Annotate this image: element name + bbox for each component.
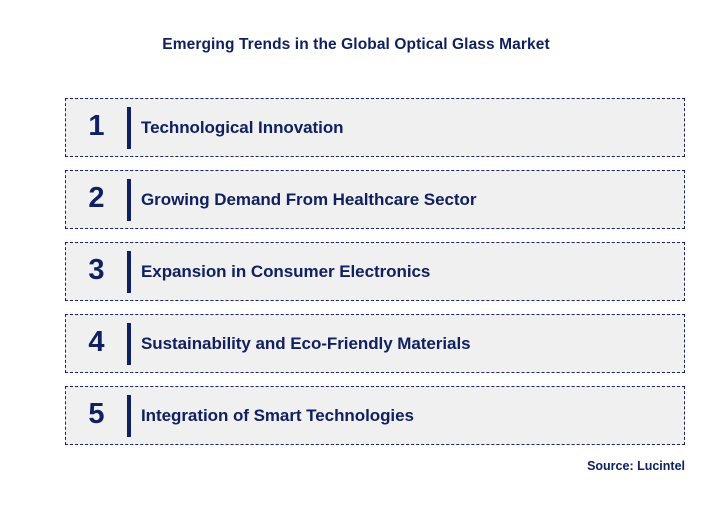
trend-label: Growing Demand From Healthcare Sector bbox=[141, 189, 477, 209]
trend-label: Sustainability and Eco-Friendly Material… bbox=[141, 333, 471, 353]
trend-row-4: 4 Sustainability and Eco-Friendly Materi… bbox=[65, 314, 685, 373]
source-attribution: Source: Lucintel bbox=[587, 459, 685, 473]
trend-number: 5 bbox=[88, 398, 105, 430]
divider-bar-icon bbox=[127, 394, 131, 437]
trend-number: 4 bbox=[88, 326, 105, 358]
trend-label: Expansion in Consumer Electronics bbox=[141, 261, 431, 281]
trend-row-2: 2 Growing Demand From Healthcare Sector bbox=[65, 170, 685, 229]
trend-row-5: 5 Integration of Smart Technologies bbox=[65, 386, 685, 445]
trend-label: Integration of Smart Technologies bbox=[141, 405, 414, 425]
divider-bar-icon bbox=[127, 178, 131, 221]
page-title: Emerging Trends in the Global Optical Gl… bbox=[162, 36, 550, 53]
divider-bar-icon bbox=[127, 106, 131, 149]
trend-row-3: 3 Expansion in Consumer Electronics bbox=[65, 242, 685, 301]
trend-number: 2 bbox=[88, 182, 105, 214]
trend-list: 1 Technological Innovation 2 Growing Dem… bbox=[65, 98, 685, 445]
divider-bar-icon bbox=[127, 250, 131, 293]
divider-bar-icon bbox=[127, 322, 131, 365]
trend-label: Technological Innovation bbox=[141, 117, 344, 137]
trend-number: 3 bbox=[88, 254, 105, 286]
trend-row-1: 1 Technological Innovation bbox=[65, 98, 685, 157]
trend-number: 1 bbox=[88, 110, 105, 142]
